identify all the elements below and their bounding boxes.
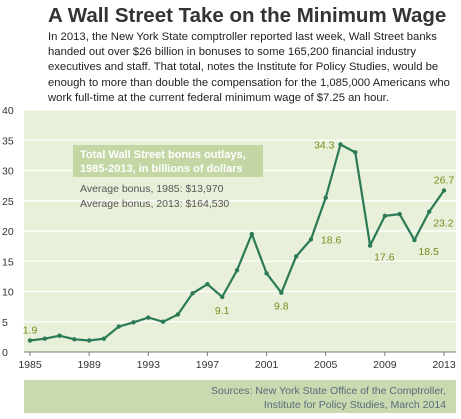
data-label: 26.7: [434, 174, 455, 186]
y-tick-label: 5: [2, 317, 8, 329]
x-axis-ticks: 1985 1989 1993 1997 2001 2005 2009 2013: [18, 352, 456, 371]
data-label: 18.5: [418, 246, 439, 258]
data-point: [42, 336, 47, 341]
data-point: [190, 291, 195, 296]
y-axis-ticks: 0 5 10 15 20 25 30 35 40: [2, 105, 14, 359]
data-point: [264, 271, 269, 276]
data-point: [57, 333, 62, 338]
data-point: [412, 237, 417, 243]
data-point: [353, 150, 358, 155]
data-point: [367, 243, 373, 248]
data-point: [293, 254, 299, 259]
x-tick-label: 1997: [196, 359, 220, 371]
page-title: A Wall Street Take on the Minimum Wage: [48, 4, 447, 27]
data-point: [441, 188, 447, 193]
data-point: [86, 338, 92, 343]
source-line1: Sources: New York State Office of the Co…: [211, 385, 446, 397]
data-point: [72, 337, 77, 342]
data-label: 18.6: [321, 234, 342, 246]
data-point: [205, 282, 210, 287]
data-points: [27, 142, 447, 343]
y-tick-label: 30: [2, 166, 14, 178]
chart-title-line2: 1985-2013, in billions of dollars: [80, 163, 243, 175]
data-label: 23.2: [433, 218, 454, 230]
data-label: 9.1: [215, 305, 230, 317]
y-tick-label: 10: [2, 287, 14, 299]
data-point: [382, 213, 388, 219]
note-average-2013: Average bonus, 2013: $164,530: [80, 198, 229, 210]
x-tick-label: 1985: [18, 359, 42, 371]
y-tick-label: 25: [2, 196, 14, 208]
y-tick-label: 20: [2, 226, 14, 238]
x-tick-label: 2005: [314, 359, 338, 371]
data-point: [308, 237, 314, 242]
data-point: [234, 268, 240, 273]
data-point: [249, 231, 254, 237]
data-point: [427, 209, 432, 214]
x-tick-label: 2001: [255, 359, 279, 371]
chart-title-line1: Total Wall Street bonus outlays,: [80, 149, 246, 161]
y-tick-label: 40: [2, 105, 14, 117]
x-tick-label: 1989: [77, 359, 101, 371]
data-label: 17.6: [374, 252, 395, 264]
data-point: [279, 290, 284, 295]
source-box: [24, 380, 456, 413]
y-tick-label: 0: [2, 347, 8, 359]
data-point: [160, 319, 166, 324]
x-tick-label: 1993: [137, 359, 161, 371]
data-point: [27, 338, 33, 343]
data-labels: 1.9 9.1 9.8 18.6 34.3 17.6 18.5 23.2 26.7: [23, 139, 455, 336]
data-point: [101, 336, 107, 341]
data-point: [131, 320, 136, 325]
data-label: 1.9: [23, 325, 38, 337]
intro-paragraph: In 2013, the New York State comptroller …: [48, 31, 450, 104]
data-point: [220, 294, 225, 300]
data-point: [175, 312, 181, 317]
data-point: [323, 195, 328, 200]
y-tick-label: 15: [2, 256, 14, 268]
note-average-1985: Average bonus, 1985: $13,970: [80, 183, 224, 195]
x-tick-label: 2009: [373, 359, 397, 371]
data-point: [397, 211, 402, 217]
data-point: [146, 315, 151, 320]
x-tick-label: 2013: [432, 359, 456, 371]
data-label: 34.3: [314, 139, 335, 151]
y-tick-label: 35: [2, 135, 14, 147]
data-label: 9.8: [274, 301, 289, 313]
data-point: [116, 324, 121, 329]
data-point: [338, 142, 343, 147]
source-line2: Institute for Policy Studies, March 2014: [264, 399, 446, 411]
chart-title-box: [73, 145, 263, 177]
